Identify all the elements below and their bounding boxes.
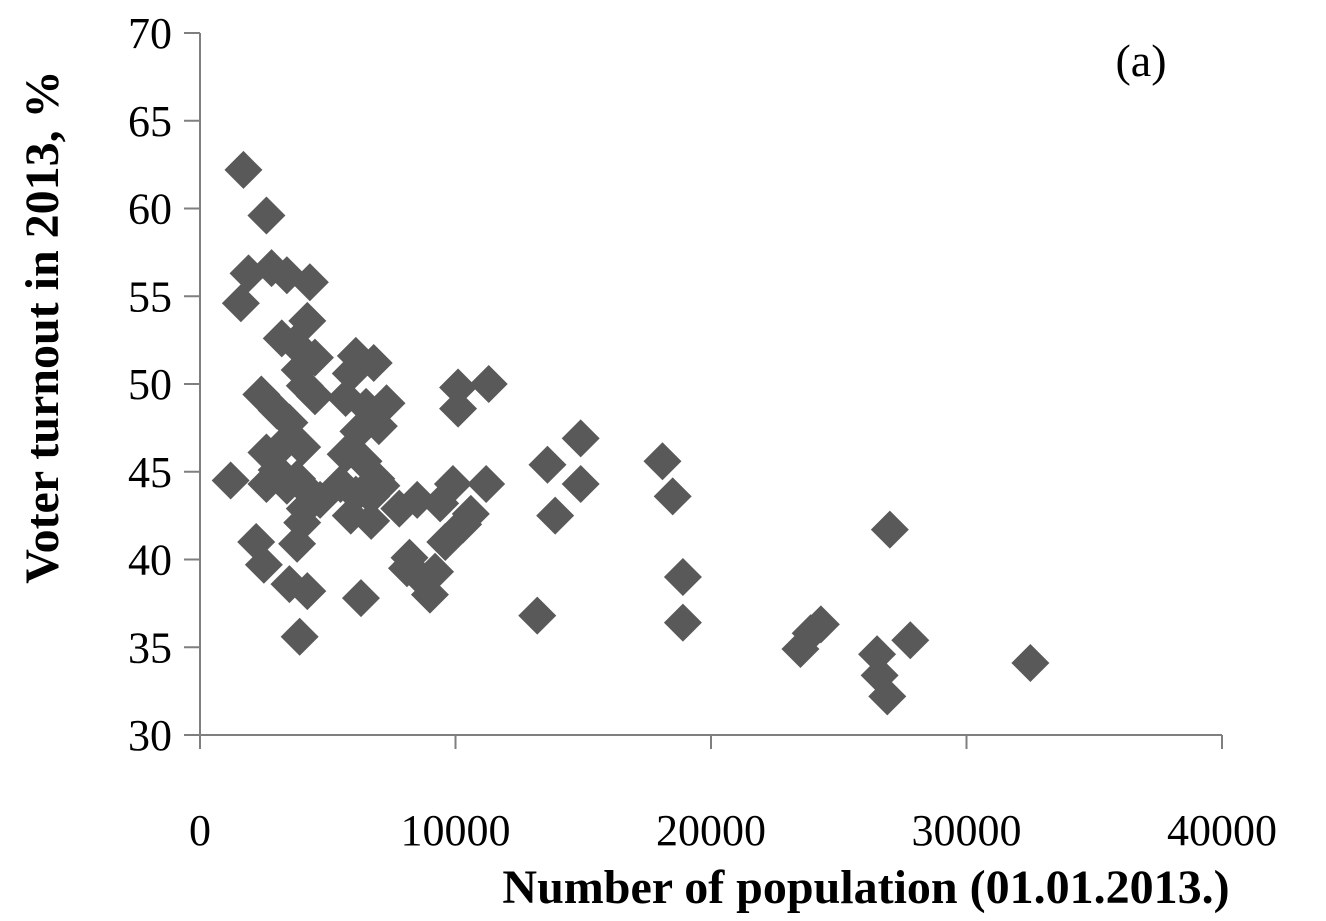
data-point-marker: [467, 465, 506, 504]
y-tick-label: 45: [128, 448, 172, 497]
x-axis-title: Number of population (01.01.2013.): [502, 861, 1229, 914]
data-point-marker: [518, 596, 557, 635]
data-point-marker: [267, 466, 306, 505]
data-point-marker: [663, 558, 702, 597]
data-point-marker: [283, 428, 322, 467]
data-point-marker: [868, 677, 907, 716]
x-tick-label: 30000: [912, 806, 1022, 855]
y-tick-label: 65: [128, 97, 172, 146]
data-point-marker: [528, 445, 567, 484]
data-point-marker: [224, 150, 263, 189]
y-ticks: 30 35 40 45 50 55 60 65 70: [128, 9, 200, 760]
y-tick-label: 55: [128, 272, 172, 321]
data-point-marker: [433, 465, 472, 504]
data-point-marker: [870, 510, 909, 549]
data-point-marker: [410, 575, 449, 614]
x-ticks: 0 10000 20000 30000 40000: [189, 735, 1277, 855]
x-tick-label: 20000: [656, 806, 766, 855]
data-point-marker: [341, 579, 380, 618]
y-axis-title: Voter turnout in 2013, %: [16, 70, 69, 583]
y-tick-label: 70: [128, 9, 172, 58]
data-point-marker: [288, 301, 327, 340]
data-point-marker: [352, 501, 391, 540]
x-tick-label: 0: [189, 806, 211, 855]
data-point-marker: [801, 605, 840, 644]
data-point-marker: [536, 496, 575, 535]
data-point-marker: [891, 621, 930, 660]
data-points: [211, 150, 1050, 716]
y-tick-label: 40: [128, 536, 172, 585]
data-point-marker: [663, 603, 702, 642]
data-point-marker: [643, 442, 682, 481]
x-tick-label: 10000: [401, 806, 511, 855]
data-point-marker: [211, 461, 250, 500]
data-point-marker: [278, 524, 317, 563]
data-point-marker: [247, 196, 286, 235]
data-point-marker: [561, 419, 600, 458]
y-tick-label: 50: [128, 360, 172, 409]
data-point-marker: [561, 465, 600, 504]
data-point-marker: [280, 617, 319, 656]
data-point-marker: [331, 354, 370, 393]
data-point-marker: [290, 263, 329, 302]
data-point-marker: [295, 377, 334, 416]
data-point-marker: [221, 284, 260, 323]
x-tick-label: 40000: [1167, 806, 1277, 855]
data-point-marker: [288, 572, 327, 611]
y-tick-label: 60: [128, 185, 172, 234]
y-tick-label: 30: [128, 711, 172, 760]
data-point-marker: [362, 466, 401, 505]
data-point-marker: [244, 545, 283, 584]
data-point-marker: [451, 494, 490, 533]
y-tick-label: 35: [128, 623, 172, 672]
data-point-marker: [439, 389, 478, 428]
data-point-marker: [439, 368, 478, 407]
data-point-marker: [229, 254, 268, 293]
data-point-marker: [653, 477, 692, 516]
data-point-marker: [398, 480, 437, 519]
data-point-marker: [387, 549, 426, 588]
data-point-marker: [1011, 644, 1050, 683]
panel-annotation: (a): [1115, 35, 1166, 86]
data-point-marker: [469, 365, 508, 403]
